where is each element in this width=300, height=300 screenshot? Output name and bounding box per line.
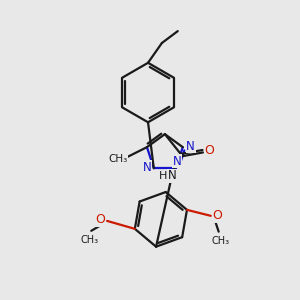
Text: N: N (142, 161, 151, 174)
Text: O: O (95, 213, 105, 226)
Text: O: O (205, 143, 214, 157)
Text: O: O (213, 209, 223, 222)
Text: CH₃: CH₃ (212, 236, 230, 246)
Text: H: H (159, 171, 167, 181)
Text: N: N (186, 140, 195, 153)
Text: N: N (172, 155, 181, 168)
Text: CH₃: CH₃ (80, 235, 98, 245)
Text: CH₃: CH₃ (109, 154, 128, 164)
Text: N: N (167, 169, 176, 182)
